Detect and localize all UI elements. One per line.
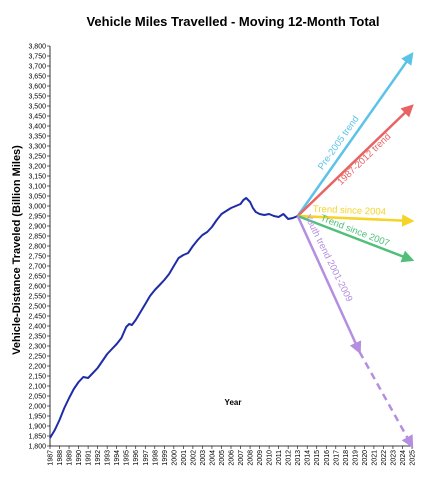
y-tick-label: 2,800 — [28, 243, 46, 250]
trend-line — [297, 214, 415, 227]
y-tick-label: 1,850 — [28, 433, 46, 440]
y-tick-label: 2,100 — [28, 383, 46, 390]
x-tick-label: 2021 — [371, 450, 378, 466]
y-tick-label: 3,200 — [28, 163, 46, 170]
x-tick-label: 2019 — [352, 450, 359, 466]
x-tick-label: 2017 — [333, 450, 340, 466]
y-tick-label: 2,750 — [28, 253, 46, 260]
trend-line — [296, 51, 414, 217]
x-tick-label: 2002 — [190, 450, 197, 466]
chart-title: Vehicle Miles Travelled - Moving 12-Mont… — [86, 14, 379, 29]
y-tick-label: 2,950 — [28, 213, 46, 220]
y-tick-label: 2,150 — [28, 373, 46, 380]
y-axis-ticks: 1,800 1,850 1,900 1,950 2,000 2,050 2,100 2,150… — [28, 43, 50, 450]
y-tick-label: 2,600 — [28, 283, 46, 290]
x-tick-label: 2000 — [171, 450, 178, 466]
x-tick-label: 2025 — [410, 450, 417, 466]
y-tick-label: 3,500 — [28, 103, 46, 110]
y-tick-label: 2,050 — [28, 393, 46, 400]
x-tick-label: 1989 — [67, 450, 74, 466]
x-tick-label: 2004 — [209, 450, 216, 466]
x-tick-label: 1997 — [143, 450, 150, 466]
y-tick-label: 2,250 — [28, 353, 46, 360]
y-tick-label: 3,800 — [28, 43, 46, 50]
y-tick-label: 2,500 — [28, 303, 46, 310]
axes — [49, 46, 412, 447]
y-tick-label: 3,150 — [28, 173, 46, 180]
y-tick-label: 2,450 — [28, 313, 46, 320]
y-axis-label: Vehicle-Distance Traveled (Billion Miles… — [11, 145, 23, 355]
x-tick-label: 2009 — [257, 450, 264, 466]
y-tick-label: 3,650 — [28, 73, 46, 80]
x-tick-label: 2012 — [286, 450, 293, 466]
y-tick-label: 2,900 — [28, 223, 46, 230]
x-tick-label: 2022 — [381, 450, 388, 466]
y-tick-label: 2,550 — [28, 293, 46, 300]
trend-line — [296, 215, 362, 355]
x-axis-label: Year — [225, 398, 242, 407]
x-tick-label: 1991 — [86, 450, 93, 466]
x-tick-label: 1988 — [57, 450, 64, 466]
x-tick-label: 2013 — [295, 450, 302, 466]
trend-line-projection — [358, 351, 414, 449]
x-tick-label: 2020 — [362, 450, 369, 466]
trend-line — [297, 214, 415, 263]
x-tick-label: 2015 — [314, 450, 321, 466]
y-tick-label: 3,100 — [28, 183, 46, 190]
x-tick-label: 1993 — [105, 450, 112, 466]
y-tick-label: 2,300 — [28, 343, 46, 350]
y-tick-label: 3,550 — [28, 93, 46, 100]
y-tick-label: 2,700 — [28, 263, 46, 270]
x-tick-label: 2016 — [324, 450, 331, 466]
x-tick-label: 1987 — [48, 450, 55, 466]
y-tick-label: 2,000 — [28, 403, 46, 410]
x-tick-label: 2005 — [219, 450, 226, 466]
y-tick-label: 3,350 — [28, 133, 46, 140]
x-tick-label: 1996 — [133, 450, 140, 466]
x-tick-label: 2010 — [267, 450, 274, 466]
x-tick-label: 2008 — [248, 450, 255, 466]
y-tick-label: 3,250 — [28, 153, 46, 160]
x-tick-label: 2024 — [400, 450, 407, 466]
x-tick-label: 2007 — [238, 450, 245, 466]
y-tick-label: 2,400 — [28, 323, 46, 330]
x-tick-label: 1999 — [162, 450, 169, 466]
y-tick-label: 3,600 — [28, 83, 46, 90]
y-tick-label: 2,200 — [28, 363, 46, 370]
y-tick-label: 1,800 — [28, 443, 46, 450]
y-tick-label: 3,050 — [28, 193, 46, 200]
y-tick-label: 2,850 — [28, 233, 46, 240]
x-tick-label: 2006 — [229, 450, 236, 466]
x-tick-label: 2018 — [343, 450, 350, 466]
x-tick-label: 2023 — [390, 450, 397, 466]
series-line — [49, 197, 299, 439]
y-tick-label: 3,700 — [28, 63, 46, 70]
x-tick-label: 1995 — [124, 450, 131, 466]
trend-line — [296, 104, 414, 217]
y-tick-label: 1,950 — [28, 413, 46, 420]
y-tick-label: 3,450 — [28, 113, 46, 120]
x-tick-label: 2003 — [200, 450, 207, 466]
x-tick-label: 1990 — [76, 450, 83, 466]
y-tick-label: 1,900 — [28, 423, 46, 430]
y-tick-label: 3,300 — [28, 143, 46, 150]
x-tick-label: 1994 — [114, 450, 121, 466]
y-tick-label: 2,350 — [28, 333, 46, 340]
x-tick-label: 1998 — [152, 450, 159, 466]
y-tick-label: 3,750 — [28, 53, 46, 60]
y-tick-label: 3,000 — [28, 203, 46, 210]
trend-label: Trend since 2004 — [313, 204, 386, 218]
x-tick-label: 1992 — [95, 450, 102, 466]
x-axis-ticks: 1987 1988 1989 1990 1991 1992 1993 1994 1995 1996… — [48, 446, 417, 466]
x-tick-label: 2001 — [181, 450, 188, 466]
y-tick-label: 3,400 — [28, 123, 46, 130]
y-tick-label: 2,650 — [28, 273, 46, 280]
data-series — [49, 197, 299, 439]
x-tick-label: 2011 — [276, 450, 283, 465]
x-tick-label: 2014 — [305, 450, 312, 466]
